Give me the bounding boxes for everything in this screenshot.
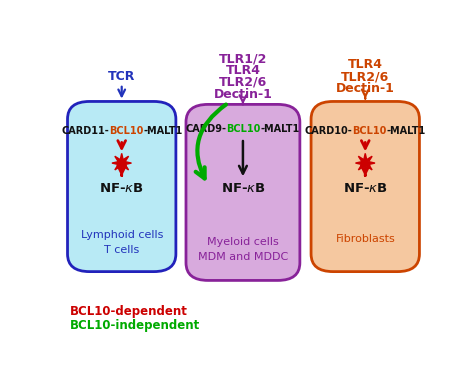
FancyBboxPatch shape	[311, 101, 419, 272]
Polygon shape	[356, 154, 375, 173]
Text: TLR4: TLR4	[226, 64, 260, 77]
FancyBboxPatch shape	[186, 104, 300, 280]
Text: TCR: TCR	[108, 70, 136, 83]
Text: TLR1/2: TLR1/2	[219, 53, 267, 66]
Text: T cells: T cells	[104, 245, 139, 255]
Text: -MALT1: -MALT1	[387, 126, 426, 136]
Text: CARD10-: CARD10-	[305, 126, 352, 136]
Text: Dectin-1: Dectin-1	[336, 82, 395, 95]
Text: BCL10: BCL10	[227, 124, 261, 134]
Text: BCL10: BCL10	[109, 126, 143, 136]
Text: Dectin-1: Dectin-1	[213, 88, 273, 101]
Text: TLR2/6: TLR2/6	[341, 70, 389, 83]
Text: -MALT1: -MALT1	[261, 124, 300, 134]
Text: NF-$\kappa$B: NF-$\kappa$B	[220, 181, 265, 195]
Text: TLR2/6: TLR2/6	[219, 76, 267, 89]
Text: Lymphoid cells: Lymphoid cells	[81, 230, 163, 240]
FancyBboxPatch shape	[67, 101, 176, 272]
Text: MDM and MDDC: MDM and MDDC	[198, 252, 288, 262]
Text: BCL10: BCL10	[352, 126, 387, 136]
Text: BCL10-independent: BCL10-independent	[70, 319, 201, 331]
Text: Myeloid cells: Myeloid cells	[207, 237, 279, 247]
Text: NF-$\kappa$B: NF-$\kappa$B	[343, 181, 388, 195]
Text: -MALT1: -MALT1	[143, 126, 182, 136]
Text: CARD11-: CARD11-	[61, 126, 109, 136]
Text: CARD9-: CARD9-	[186, 124, 227, 134]
Polygon shape	[112, 154, 131, 173]
Text: TLR4: TLR4	[348, 58, 383, 71]
Text: BCL10-dependent: BCL10-dependent	[70, 305, 188, 318]
Text: Fibroblasts: Fibroblasts	[336, 234, 395, 244]
Text: NF-$\kappa$B: NF-$\kappa$B	[100, 181, 144, 195]
